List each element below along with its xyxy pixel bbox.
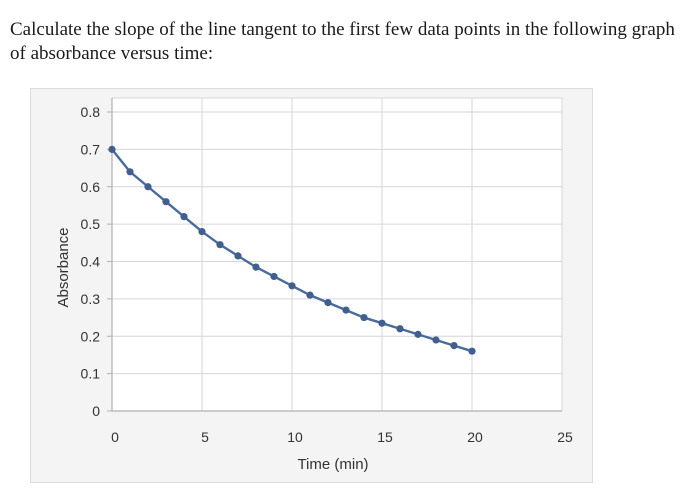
- x-tick-label: 5: [201, 429, 209, 445]
- tick-labels: 0 0.1 0.2 0.3 0.4 0.5 0.6 0.7 0.8 0 5 10 15 20 25: [81, 104, 573, 445]
- x-tick-label: 0: [111, 429, 119, 445]
- data-point: [144, 183, 152, 191]
- y-axis-title: Absorbance: [55, 227, 72, 307]
- x-tick-label: 25: [557, 429, 573, 445]
- data-point: [288, 282, 296, 290]
- data-point: [180, 213, 188, 221]
- y-tick-label: 0: [92, 403, 100, 419]
- data-point: [216, 241, 224, 249]
- data-point: [450, 341, 458, 350]
- question-text: Calculate the slope of the line tangent …: [10, 19, 675, 64]
- plot-area: [112, 98, 562, 411]
- data-point: [252, 263, 260, 271]
- data-point: [360, 313, 368, 322]
- data-point: [342, 306, 350, 314]
- data-point: [234, 252, 242, 260]
- grid-lines: [112, 97, 563, 411]
- data-point: [162, 198, 170, 206]
- y-tick-label: 0.8: [81, 104, 101, 120]
- data-point: [108, 145, 116, 153]
- y-tick-label: 0.6: [81, 179, 101, 195]
- y-tick-label: 0.1: [81, 366, 101, 382]
- data-point: [306, 291, 314, 299]
- data-point: [468, 347, 476, 355]
- x-axis-title: Time (min): [297, 456, 368, 473]
- y-tick-label: 0.4: [81, 254, 101, 270]
- x-tick-label: 10: [287, 429, 303, 445]
- data-point: [270, 272, 278, 281]
- y-tick-label: 0.7: [81, 141, 101, 157]
- y-tick-label: 0.5: [81, 216, 101, 232]
- data-series: [108, 145, 476, 355]
- y-tick-label: 0.3: [81, 291, 101, 307]
- x-tick-label: 15: [377, 429, 393, 445]
- data-point: [378, 319, 386, 327]
- y-tick-label: 0.2: [81, 328, 101, 344]
- x-tick-label: 20: [467, 429, 483, 445]
- data-point: [432, 336, 440, 344]
- data-point: [198, 228, 206, 236]
- data-point: [396, 325, 404, 333]
- data-point: [126, 168, 134, 176]
- data-point: [324, 299, 332, 307]
- data-point: [414, 330, 422, 338]
